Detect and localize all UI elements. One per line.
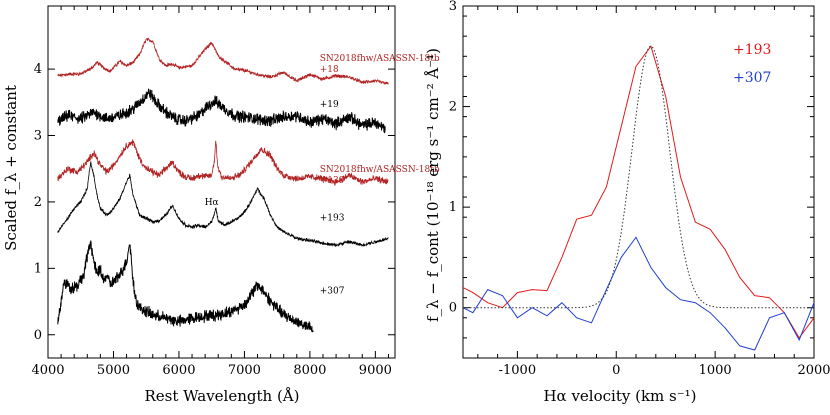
spectrum-label-1: +19 (320, 100, 339, 110)
spectrum-label-3: +193 (320, 214, 345, 224)
spectrum-line-0 (57, 37, 389, 85)
right-x-tick-label: 0 (612, 363, 620, 378)
profile-line-day-307 (462, 236, 815, 351)
right-y-tick-label: 0 (449, 301, 457, 316)
right-axes-frame (462, 5, 815, 359)
spectrum-label-line: +193 (320, 214, 345, 224)
gaussian-fit-line (463, 45, 814, 309)
right-y-tick-label: 2 (449, 100, 457, 115)
right-y-tick-label: 1 (449, 200, 457, 215)
spectrum-line-2 (57, 139, 389, 186)
left-panel: 4000 5000 6000 7000 8000 9000 0 1 2 3 4 SN2018fhw/A… (2, 5, 440, 405)
left-x-tick-label: 8000 (293, 363, 326, 378)
spectrum-label-line: +19 (320, 100, 339, 110)
legend-entry-day-307: +307 (733, 70, 771, 86)
right-x-axis-title: Hα velocity (km s⁻¹) (543, 387, 696, 405)
spectrum-label-2: SN2018fhw/ASASSN-18tb +139 (320, 165, 440, 186)
spectrum-label-line: +307 (320, 287, 345, 297)
right-panel: -1000 0 1000 2000 0 1 2 3 +193 +307 Hα velocity (… (424, 0, 830, 405)
left-y-tick-label: 2 (34, 195, 42, 210)
left-y-tick-label: 3 (34, 129, 42, 144)
spectrum-label-line: SN2018fhw/ASASSN-18tb (320, 165, 440, 175)
spectrum-label-0: SN2018fhw/ASASSN-18tb +18 (320, 54, 440, 75)
left-y-tick-label: 1 (34, 261, 42, 276)
left-x-tick-label: 7000 (228, 363, 261, 378)
spectrum-line-4 (57, 240, 314, 333)
legend-entry-day-193: +193 (733, 42, 771, 58)
left-x-tick-label: 9000 (359, 363, 392, 378)
spectrum-label-line: SN2018fhw/ASASSN-18tb (320, 54, 440, 64)
left-y-tick-label: 4 (34, 62, 42, 77)
spectrum-line-1 (57, 88, 386, 134)
left-y-axis-title: Scaled f_λ + constant (2, 85, 20, 251)
spectrum-label-4: +307 (320, 287, 345, 297)
profile-line-day-193 (462, 45, 815, 339)
right-x-tick-label: 2000 (797, 363, 830, 378)
right-y-axis-title: f_λ − f_cont (10⁻¹⁸ erg s⁻¹ cm⁻² Å⁻¹) (424, 48, 442, 322)
right-x-tick-label: 1000 (699, 363, 732, 378)
right-y-tick-label: 3 (449, 0, 457, 14)
left-y-tick-label: 0 (34, 328, 42, 343)
left-x-tick-label: 6000 (162, 363, 195, 378)
spectrum-label-line: +139 (320, 176, 345, 186)
left-plot-area: 4000 5000 6000 7000 8000 9000 0 1 2 3 4 SN2018fhw/A… (31, 5, 440, 378)
left-x-axis-title: Rest Wavelength (Å) (144, 387, 299, 405)
left-x-tick-label: 4000 (31, 363, 64, 378)
left-axes-frame (47, 5, 396, 359)
right-x-tick-label: -1000 (499, 363, 536, 378)
spectrum-line-3 (57, 161, 389, 247)
left-x-tick-label: 5000 (97, 363, 130, 378)
right-plot-area: -1000 0 1000 2000 0 1 2 3 +193 +307 (449, 0, 830, 378)
spectrum-label-line: +18 (320, 65, 339, 75)
h-alpha-annotation: Hα (205, 198, 219, 208)
